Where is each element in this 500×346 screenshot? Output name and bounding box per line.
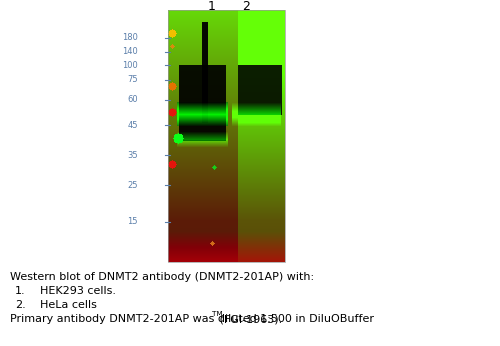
Text: Western blot of DNMT2 antibody (DNMT2-201AP) with:: Western blot of DNMT2 antibody (DNMT2-20…: [10, 272, 314, 282]
Text: 2: 2: [242, 0, 250, 13]
Text: 2.: 2.: [15, 300, 26, 310]
Text: 60: 60: [128, 95, 138, 104]
Text: 25: 25: [128, 181, 138, 190]
Text: 1: 1: [208, 0, 215, 13]
Text: (FGI-1963).: (FGI-1963).: [216, 314, 282, 324]
Text: 100: 100: [122, 61, 138, 70]
Text: 35: 35: [128, 151, 138, 160]
Text: 1.: 1.: [15, 286, 26, 296]
Text: HeLa cells: HeLa cells: [40, 300, 97, 310]
Text: 45: 45: [128, 120, 138, 129]
Text: 75: 75: [128, 75, 138, 84]
Text: 15: 15: [128, 218, 138, 227]
Text: 180: 180: [122, 34, 138, 43]
Bar: [168, 10, 285, 262]
Text: HEK293 cells.: HEK293 cells.: [40, 286, 116, 296]
Text: Primary antibody DNMT2-201AP was diluted 1:500 in DiluOBuffer: Primary antibody DNMT2-201AP was diluted…: [10, 314, 374, 324]
Text: TM: TM: [212, 311, 222, 317]
Text: 140: 140: [122, 47, 138, 56]
